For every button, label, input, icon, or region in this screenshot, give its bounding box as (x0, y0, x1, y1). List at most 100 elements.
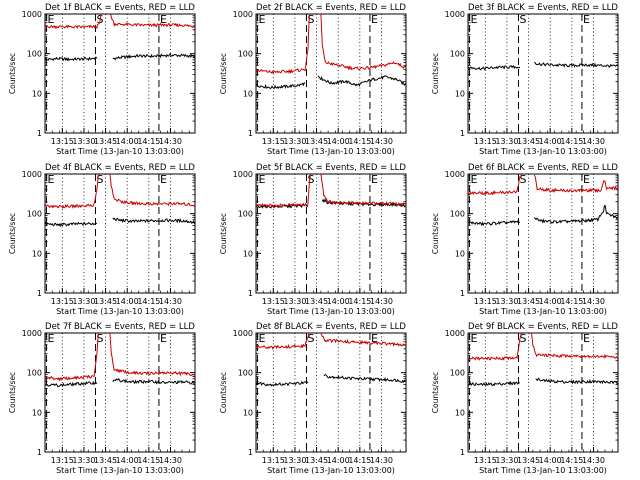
panel-6-xtick-label: 14:30 (582, 297, 605, 306)
panel-9-marker-label: E (470, 332, 477, 345)
panel-4-axes-frame (44, 173, 196, 294)
panel-6-ytick-label: 10 (455, 249, 465, 258)
panel-6-series-events-line (533, 204, 619, 224)
panel-1-ytick-label: 1000 (22, 10, 42, 19)
panel-6-series-lld-line (533, 174, 619, 194)
panel-7-axes-frame (44, 332, 196, 453)
panel-4-title: Det 4f BLACK = Events, RED = LLD (45, 163, 195, 173)
panel-7-xtick-label: 13:45 (94, 456, 117, 465)
panel-9-ytick-label: 1000 (445, 329, 465, 338)
panel-9-xtick-label: 14:00 (539, 456, 562, 465)
panel-8-ytick-label: 100 (238, 369, 253, 378)
panel-7-xtick-label: 13:30 (72, 456, 95, 465)
panel-5-xtick-label: 14:00 (327, 297, 350, 306)
panel-9-series-events-line (467, 380, 520, 387)
panel-9-xtick-label: 13:30 (495, 456, 518, 465)
panel-6-xtick-label: 13:45 (517, 297, 540, 306)
panel-9-xtick-label: 14:15 (560, 456, 583, 465)
panel-2-series-lld-line (320, 13, 407, 71)
panel-2-xtick-label: 14:00 (327, 137, 350, 146)
panel-9-ytick-label: 10 (455, 408, 465, 417)
panel-6-xlabel: Start Time (13-Jan-10 13:03:00) (479, 307, 607, 316)
panel-4-xtick-label: 14:00 (116, 297, 139, 306)
panel-7-xtick-label: 14:15 (137, 456, 160, 465)
panel-6-marker-label: E (583, 173, 590, 186)
panel-7-ylabel: Counts/sec (8, 372, 17, 413)
panel-1-xtick-label: 13:45 (94, 137, 117, 146)
panel-7-ytick-label: 1000 (22, 329, 42, 338)
panel-9-marker-label: S (519, 332, 526, 345)
panel-8-xtick-label: 14:00 (327, 456, 350, 465)
panel-5-xtick-label: 13:15 (262, 297, 285, 306)
panel-7-xlabel: Start Time (13-Jan-10 13:03:00) (56, 466, 184, 475)
panel-8-title: Det 8f BLACK = Events, RED = LLD (256, 322, 406, 332)
panel-7-title: Det 7f BLACK = Events, RED = LLD (45, 322, 195, 332)
panel-5-xtick-label: 13:45 (305, 297, 328, 306)
panel-7-series-lld-line (109, 332, 196, 377)
panel-1-axes-frame (44, 13, 196, 134)
panel-1-ytick-label: 1 (37, 129, 42, 138)
panel-8-marker-label: E (371, 332, 378, 345)
panel-3-series-events-line (534, 61, 619, 68)
panel-2-axes-frame (255, 13, 407, 134)
panel-8-xtick-label: 13:45 (305, 456, 328, 465)
panel-4-ytick-label: 1000 (22, 170, 42, 179)
panel-9-series-lld-line (467, 332, 522, 361)
panel-3-xtick-label: 13:15 (474, 137, 497, 146)
panel-1-xtick-label: 14:15 (137, 137, 160, 146)
panel-6-marker-label: S (519, 173, 526, 186)
panel-3-xlabel: Start Time (13-Jan-10 13:03:00) (479, 147, 607, 156)
panel-2-marker-label: E (258, 13, 265, 26)
panel-5-xlabel: Start Time (13-Jan-10 13:03:00) (267, 307, 395, 316)
panel-8-series-lld-line (320, 332, 407, 347)
panel-2-series-events-line (317, 75, 407, 87)
panel-2-xlabel: Start Time (13-Jan-10 13:03:00) (267, 147, 395, 156)
panel-7-xtick-label: 14:30 (159, 456, 182, 465)
panel-6-ytick-label: 1 (460, 289, 465, 298)
panel-3-ytick-label: 1 (460, 129, 465, 138)
panel-7-marker-label: E (160, 332, 167, 345)
panel-4-marker-label: S (96, 173, 103, 186)
panel-5-xtick-label: 13:30 (283, 297, 306, 306)
panel-4-xtick-label: 13:30 (72, 297, 95, 306)
panel-2-ytick-label: 1 (248, 129, 253, 138)
panel-9-xlabel: Start Time (13-Jan-10 13:03:00) (479, 466, 607, 475)
panel-5-ylabel: Counts/sec (219, 213, 228, 254)
panel-6-xtick-label: 14:15 (560, 297, 583, 306)
panel-8-ylabel: Counts/sec (219, 372, 228, 413)
panel-6-marker-label: E (470, 173, 477, 186)
panel-9-xtick-label: 14:30 (582, 456, 605, 465)
panel-6-series-events-line (467, 220, 521, 227)
panel-6-series-lld-line (467, 173, 522, 196)
panel-5-title: Det 5f BLACK = Events, RED = LLD (256, 163, 406, 173)
panel-5-ytick-label: 100 (238, 210, 253, 219)
panel-3-ytick-label: 10 (455, 89, 465, 98)
panel-6-xtick-label: 14:00 (539, 297, 562, 306)
panel-4-series-events-line (112, 217, 196, 225)
panel-2-marker-label: E (371, 13, 378, 26)
panel-6-xtick-label: 13:30 (495, 297, 518, 306)
panel-7-series-lld-line (44, 332, 99, 382)
panel-1-xtick-label: 14:00 (116, 137, 139, 146)
panel-5-marker-label: E (258, 173, 265, 186)
panel-5-marker-label: S (307, 173, 314, 186)
panel-5-ytick-label: 1 (248, 289, 253, 298)
panel-7-marker-label: S (96, 332, 103, 345)
panel-2-xtick-label: 13:45 (305, 137, 328, 146)
panel-7-xtick-label: 13:15 (51, 456, 74, 465)
panel-8-axes-frame (255, 332, 407, 453)
panel-8-ytick-label: 1000 (233, 329, 253, 338)
panel-9-ytick-label: 1 (460, 448, 465, 457)
panel-8-series-lld-line (255, 332, 310, 350)
panel-9-marker-label: E (583, 332, 590, 345)
panel-8-marker-label: E (258, 332, 265, 345)
panel-4-ytick-label: 100 (27, 210, 42, 219)
panel-8-xtick-label: 14:15 (348, 456, 371, 465)
panel-2-xtick-label: 14:15 (348, 137, 371, 146)
panel-3-ylabel: Counts/sec (431, 53, 440, 94)
panel-2-marker-label: S (307, 13, 314, 26)
panel-3-title: Det 3f BLACK = Events, RED = LLD (468, 3, 618, 13)
panel-2-xtick-label: 14:30 (370, 137, 393, 146)
panel-2-xtick-label: 13:15 (262, 137, 285, 146)
